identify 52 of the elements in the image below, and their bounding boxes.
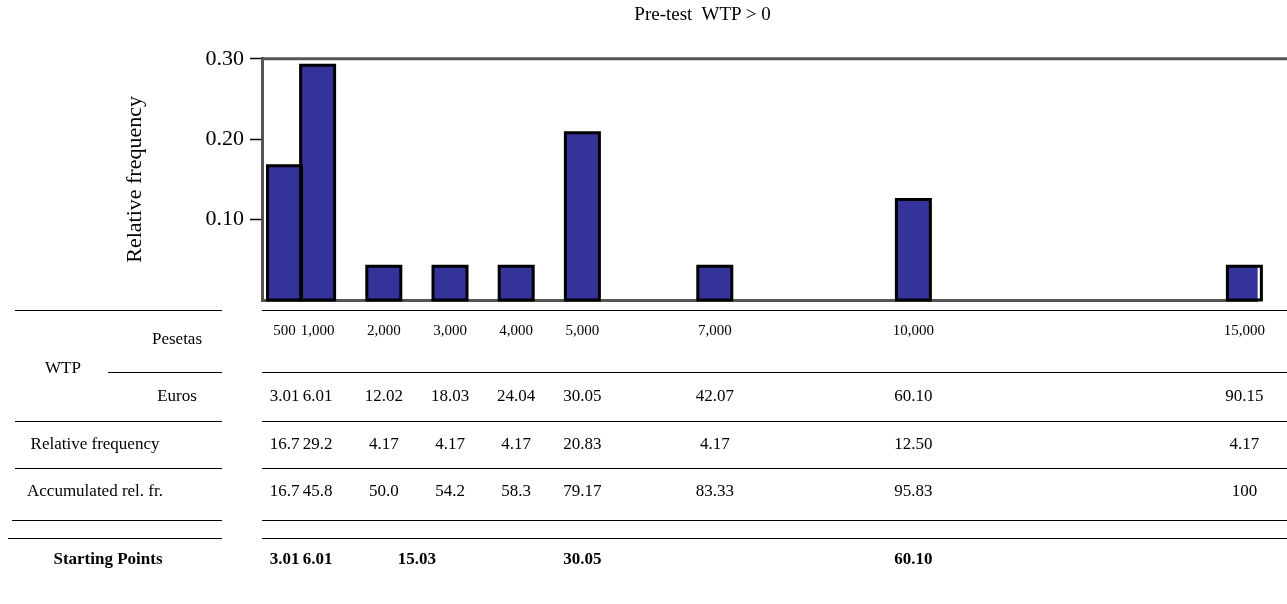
text: 54.2 (435, 481, 465, 501)
text: 4.17 (368, 434, 400, 454)
text: 3.01 (269, 549, 300, 569)
text: 3.01 (269, 386, 300, 406)
y-tick-label: 0.20 (205, 124, 244, 150)
text: 4.17 (501, 434, 532, 454)
text: 6.01 (302, 386, 333, 406)
text: 4.17 (435, 434, 466, 454)
text: 12.02 (364, 386, 403, 406)
text: WTP (45, 358, 81, 378)
text: 45.8 (302, 481, 333, 501)
text: 15.03 (397, 549, 437, 569)
text: Euros (157, 386, 197, 406)
text: 16.7 (269, 481, 300, 501)
text: 24.04 (497, 386, 536, 406)
x-tick-label: 4,000 (499, 321, 534, 338)
text: 79.17 (563, 481, 603, 501)
text: 83.33 (695, 481, 734, 501)
text: 18.03 (430, 386, 470, 406)
text: 20.83 (563, 434, 602, 454)
text: Starting Points (53, 549, 163, 569)
x-tick-label: 7,000 (697, 321, 732, 338)
text: 95.83 (894, 481, 933, 501)
text: 100 (1231, 481, 1258, 501)
text: 12.50 (894, 434, 933, 454)
x-tick-label: 15,000 (1223, 321, 1265, 338)
x-axis-title: Pesetas (151, 329, 203, 349)
x-tick-label: 10,000 (892, 321, 935, 338)
text: 4.17 (1229, 434, 1260, 454)
text: 50.0 (368, 481, 399, 501)
text: 60.10 (894, 549, 933, 569)
text: 60.10 (894, 386, 933, 406)
x-tick-label: 2,000 (366, 321, 401, 338)
text: 90.15 (1225, 386, 1264, 406)
text: Accumulated rel. fr. (27, 481, 163, 501)
x-tick-label: 5,000 (565, 321, 600, 338)
text: 30.05 (563, 549, 602, 569)
y-axis-title: Relative frequency (120, 96, 146, 263)
text: 6.01 (302, 549, 333, 569)
x-tick-label: 500 (273, 321, 296, 338)
text: 4.17 (699, 434, 731, 454)
text: 30.05 (563, 386, 602, 406)
x-tick-label: 3,000 (433, 321, 467, 338)
y-tick-label: 0.10 (205, 205, 244, 231)
text: 16.7 (269, 434, 300, 454)
chart-title: Pre-test WTP > 0 (634, 3, 771, 25)
y-tick-label: 0.30 (205, 44, 244, 70)
x-tick-label: 1,000 (300, 321, 335, 338)
text: 29.2 (302, 434, 333, 454)
text: 42.07 (695, 386, 735, 406)
text: 58.3 (501, 481, 532, 501)
text: Relative frequency (30, 434, 160, 454)
